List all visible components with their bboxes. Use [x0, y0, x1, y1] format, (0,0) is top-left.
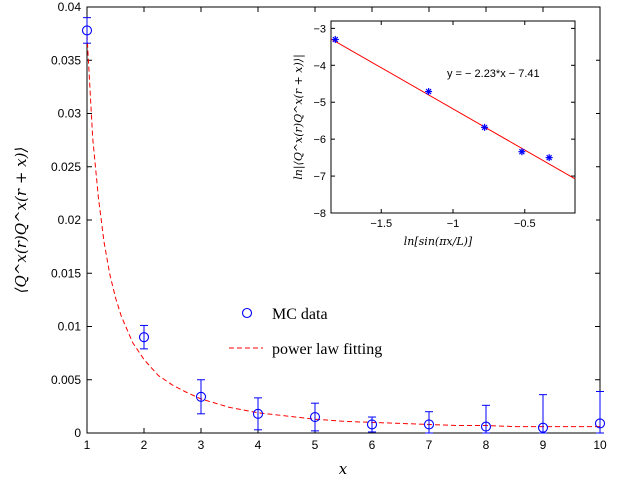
- inset-x-axis-label: ln[sin(πx/L)]: [404, 235, 473, 248]
- main-x-tick-label: 10: [593, 438, 607, 452]
- main-y-tick-label: 0: [74, 426, 81, 440]
- main-y-tick-label: 0.025: [51, 160, 81, 174]
- inset-x-tick-label: −1.5: [370, 218, 392, 230]
- mc-data-point: [594, 418, 606, 429]
- main-y-tick-label: 0.015: [51, 266, 81, 280]
- inset-y-tick-label: −4: [313, 60, 326, 72]
- inset-y-axis-label: ln|⟨Q^x(r)Q^x(r + x)⟩|: [292, 54, 306, 180]
- inset-data-series: [331, 35, 553, 162]
- main-x-tick-label: 5: [312, 438, 319, 452]
- inset-data-point: [425, 88, 433, 96]
- main-x-tick-label: 4: [255, 438, 262, 452]
- inset-data-point: [545, 154, 553, 162]
- main-y-tick-label: 0.03: [58, 107, 82, 121]
- legend-label-power-law: power law fitting: [272, 341, 382, 358]
- inset-x-tick-label: −0.5: [514, 218, 536, 230]
- inset-data-point: [481, 123, 489, 131]
- main-y-tick-label: 0.005: [51, 373, 81, 387]
- main-x-tick-label: 2: [141, 438, 148, 452]
- mc-data-point: [537, 422, 549, 433]
- power-law-fit-line: [86, 34, 600, 428]
- main-y-tick-label: 0.01: [58, 320, 82, 334]
- mc-data-point: [309, 411, 321, 423]
- error-bar: [311, 402, 319, 432]
- inset-tick-labels: −1.5 −1 −0.5 −8 −7 −6 −5 −4 −3: [313, 23, 535, 230]
- inset-x-tick-label: −1: [447, 218, 460, 230]
- error-bar: [197, 379, 205, 415]
- main-y-tick-label: 0.02: [58, 213, 82, 227]
- main-errorbars: [83, 17, 604, 434]
- mc-data-point: [138, 332, 150, 343]
- inset-fit-annotation: y = − 2.23*x − 7.41: [447, 68, 540, 80]
- main-x-tick-label: 1: [84, 438, 91, 452]
- inset-data-point: [518, 148, 526, 156]
- main-data-series: [81, 25, 606, 433]
- legend-marker-mc-data: [241, 307, 253, 319]
- main-x-tick-label: 9: [540, 438, 547, 452]
- mc-data-point: [423, 419, 435, 430]
- legend: MC data power law fitting: [229, 306, 382, 358]
- inset-y-tick-label: −6: [313, 134, 326, 146]
- main-tick-labels: 1 2 3 4 5 6 7 8 9 10 0 0.005 0.01 0.015 0.02 0.025 0.03 0…: [51, 0, 607, 452]
- mc-data-point: [480, 421, 492, 432]
- inset-linear-fit: [330, 38, 576, 180]
- mc-data-point: [81, 25, 93, 36]
- inset-y-tick-label: −5: [313, 97, 326, 109]
- main-y-tick-label: 0.04: [58, 0, 82, 14]
- inset-y-tick-label: −3: [313, 23, 326, 35]
- mc-data-point: [195, 391, 207, 402]
- inset-fit-line: [330, 38, 576, 180]
- main-fit-series: [86, 34, 600, 428]
- error-bar: [254, 397, 262, 431]
- main-x-tick-label: 8: [483, 438, 490, 452]
- main-x-tick-label: 7: [426, 438, 433, 452]
- inset-ticks: [331, 21, 575, 214]
- inset-plot-frame: [330, 20, 576, 214]
- error-bar: [539, 394, 547, 434]
- error-bar: [83, 17, 91, 44]
- inset-y-tick-label: −8: [313, 208, 326, 220]
- legend-label-mc-data: MC data: [272, 306, 328, 323]
- mc-data-point: [252, 408, 264, 419]
- main-x-axis-label: x: [339, 460, 348, 478]
- main-x-tick-label: 6: [369, 438, 376, 452]
- main-y-axis-label: ⟨Q^x(r)Q^x(r + x)⟩: [12, 147, 30, 294]
- error-bar: [140, 324, 148, 350]
- inset-chart: −1.5 −1 −0.5 −8 −7 −6 −5 −4 −3 y = − 2.23*x − 7.…: [286, 13, 596, 257]
- error-bar: [482, 404, 490, 434]
- main-x-tick-label: 3: [198, 438, 205, 452]
- error-bar: [596, 390, 604, 434]
- main-ticks: [86, 6, 601, 434]
- mc-data-point: [366, 419, 378, 430]
- main-y-tick-label: 0.035: [51, 53, 81, 67]
- inset-data-point: [331, 35, 339, 43]
- inset-y-tick-label: −7: [313, 171, 326, 183]
